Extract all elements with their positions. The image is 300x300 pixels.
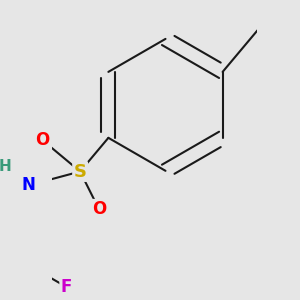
Text: O: O (92, 200, 106, 218)
Text: N: N (22, 176, 35, 194)
Text: H: H (0, 159, 11, 174)
Text: O: O (35, 131, 50, 149)
Text: S: S (74, 163, 87, 181)
Text: F: F (61, 278, 72, 296)
